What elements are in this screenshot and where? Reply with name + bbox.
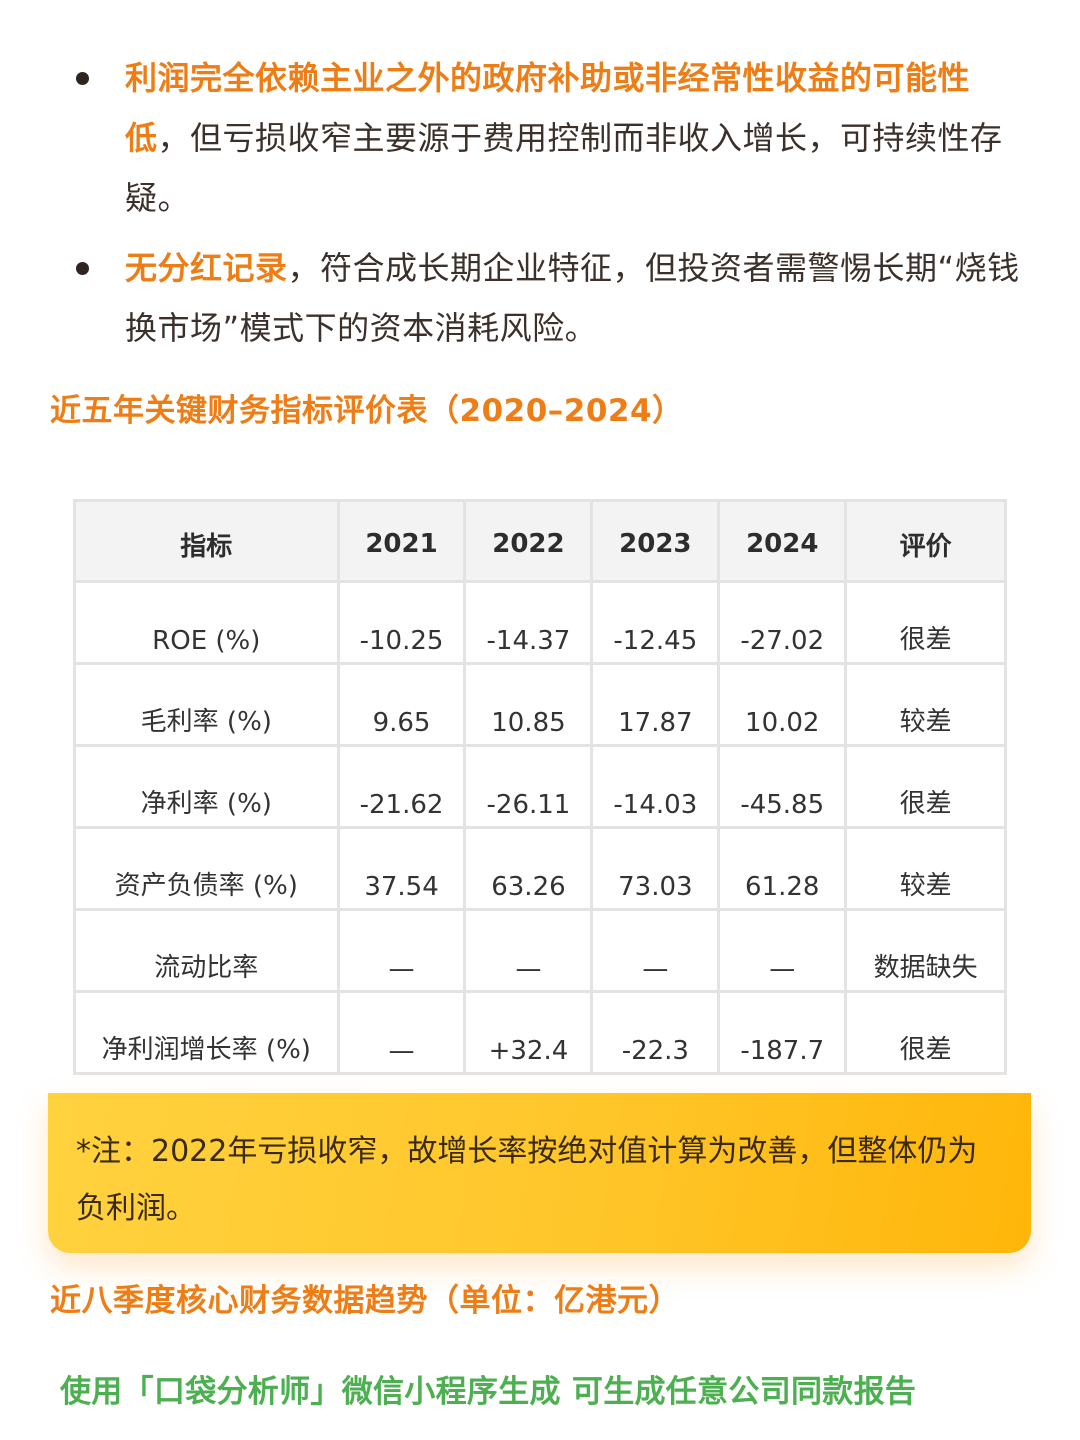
header-cell: 2021	[336, 499, 467, 583]
value-cell: 73.03	[590, 826, 721, 911]
bullet-dot-icon	[76, 262, 89, 275]
value-cell: 61.28	[717, 826, 848, 911]
indicator-cell: 流动比率	[73, 908, 340, 993]
bullet-highlight: 利润完全依赖主业之外的政府补助或非经常性收益的可能性低	[125, 59, 971, 157]
section-title-quarterly-trend: 近八季度核心财务数据趋势（单位：亿港元）	[50, 1283, 680, 1319]
rating-cell: 很差	[844, 744, 1007, 829]
value-cell: -14.37	[463, 580, 594, 665]
bullet-text: ，符合成长期企业特征，但投资者需警惕长期“烧钱换市场”模式下的资本消耗风险。	[125, 249, 1020, 347]
value-cell: —	[336, 908, 467, 993]
value-cell: —	[336, 990, 467, 1075]
indicator-cell: 毛利率 (%)	[73, 662, 340, 747]
table-row: 净利率 (%) -21.62 -26.11 -14.03 -45.85 很差	[73, 744, 1007, 829]
indicator-cell: 资产负债率 (%)	[73, 826, 340, 911]
table-row: 毛利率 (%) 9.65 10.85 17.87 10.02 较差	[73, 662, 1007, 747]
indicator-cell: ROE (%)	[73, 580, 340, 665]
bullet-item: 利润完全依赖主业之外的政府补助或非经常性收益的可能性低，但亏损收窄主要源于费用控…	[70, 48, 1030, 228]
risk-bullet-list: 利润完全依赖主业之外的政府补助或非经常性收益的可能性低，但亏损收窄主要源于费用控…	[70, 48, 1030, 368]
header-cell: 评价	[844, 499, 1007, 583]
indicator-cell: 净利率 (%)	[73, 744, 340, 829]
header-cell: 2022	[463, 499, 594, 583]
value-cell: -45.85	[717, 744, 848, 829]
header-cell: 2023	[590, 499, 721, 583]
header-cell: 2024	[717, 499, 848, 583]
value-cell: -22.3	[590, 990, 721, 1075]
rating-cell: 很差	[844, 580, 1007, 665]
bullet-dot-icon	[76, 72, 89, 85]
value-cell: 37.54	[336, 826, 467, 911]
financial-indicators-table: 指标 2021 2022 2023 2024 评价 ROE (%) -10.25…	[73, 499, 1007, 1075]
bullet-text: ，但亏损收窄主要源于费用控制而非收入增长，可持续性存疑。	[125, 119, 1003, 217]
value-cell: 10.85	[463, 662, 594, 747]
bullet-highlight: 无分红记录	[125, 249, 288, 287]
value-cell: -14.03	[590, 744, 721, 829]
table-row: 净利润增长率 (%) — +32.4 -22.3 -187.7 很差	[73, 990, 1007, 1075]
value-cell: -10.25	[336, 580, 467, 665]
value-cell: 10.02	[717, 662, 848, 747]
value-cell: -12.45	[590, 580, 721, 665]
note-text: *注：2022年亏损收窄，故增长率按绝对值计算为改善，但整体仍为负利润。	[76, 1134, 978, 1226]
value-cell: -26.11	[463, 744, 594, 829]
table-row: 资产负债率 (%) 37.54 63.26 73.03 61.28 较差	[73, 826, 1007, 911]
value-cell: -187.7	[717, 990, 848, 1075]
table-row: 流动比率 — — — — 数据缺失	[73, 908, 1007, 993]
rating-cell: 较差	[844, 826, 1007, 911]
section-title-indicators: 近五年关键财务指标评价表（2020–2024）	[50, 393, 684, 429]
bullet-item: 无分红记录，符合成长期企业特征，但投资者需警惕长期“烧钱换市场”模式下的资本消耗…	[70, 238, 1030, 358]
promo-footer: 使用「口袋分析师」微信小程序生成 可生成任意公司同款报告	[60, 1374, 917, 1410]
value-cell: 9.65	[336, 662, 467, 747]
header-cell: 指标	[73, 499, 340, 583]
value-cell: 17.87	[590, 662, 721, 747]
rating-cell: 较差	[844, 662, 1007, 747]
rating-cell: 很差	[844, 990, 1007, 1075]
table-header-row: 指标 2021 2022 2023 2024 评价	[73, 499, 1007, 583]
rating-cell: 数据缺失	[844, 908, 1007, 993]
value-cell: -27.02	[717, 580, 848, 665]
table-row: ROE (%) -10.25 -14.37 -12.45 -27.02 很差	[73, 580, 1007, 665]
value-cell: —	[590, 908, 721, 993]
value-cell: +32.4	[463, 990, 594, 1075]
value-cell: -21.62	[336, 744, 467, 829]
value-cell: 63.26	[463, 826, 594, 911]
value-cell: —	[717, 908, 848, 993]
note-callout: *注：2022年亏损收窄，故增长率按绝对值计算为改善，但整体仍为负利润。	[48, 1093, 1031, 1253]
indicator-cell: 净利润增长率 (%)	[73, 990, 340, 1075]
value-cell: —	[463, 908, 594, 993]
